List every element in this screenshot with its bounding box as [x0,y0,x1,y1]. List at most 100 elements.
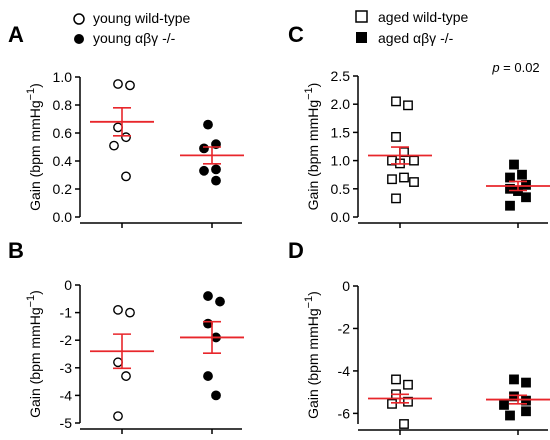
data-point [387,174,397,185]
data-point [499,399,509,410]
data-point [199,143,209,154]
y-axis-label-superscript: −1 [25,88,37,101]
data-point [399,419,409,429]
y-tick-label: 0.2 [53,181,73,197]
group-wild-type [368,374,432,429]
data-point [521,406,531,417]
panel-d: 0 -2 -4 -6 Gain (bpm mmHg−1) [303,278,550,435]
data-point [211,390,221,401]
legend-aged: aged wild-type aged αβγ -/- [355,9,468,46]
data-point [121,371,131,381]
y-axis-label-close: ) [305,291,321,296]
data-point [505,200,515,211]
data-point [125,80,135,91]
group-wild-type [90,304,154,421]
legend-item-aged-wild-type: aged wild-type [355,9,468,25]
panel-label-c: C [288,22,304,47]
data-point [113,411,123,421]
data-point [409,155,419,166]
data-point [121,132,131,143]
data-point [387,398,397,409]
y-tick-label: 0 [64,277,72,293]
data-point [391,96,401,107]
y-tick-label: -3 [60,360,73,376]
data-point [521,179,531,190]
y-tick-label: 0.4 [53,153,73,169]
data-point [391,374,401,385]
group-wild-type [368,96,432,204]
y-axis-label: Gain (bpm mmHg−1) [303,83,321,211]
y-axis-label: Gain (bpm mmHg−1) [25,290,43,418]
y-axis-label: Gain (bpm mmHg−1) [303,291,321,419]
legend-young: young wild-type young αβγ -/- [73,10,190,46]
y-axis-label-close: ) [305,83,321,88]
p-value-symbol: p [491,60,499,75]
y-axis-label-superscript: −1 [303,87,315,100]
data-point [113,357,123,368]
y-axis-label-text: Gain (bpm mmHg [27,100,43,210]
data-point [521,192,531,203]
p-value-annotation: p = 0.02 [491,60,539,75]
y-axis-label-text: Gain (bpm mmHg [305,100,321,210]
y-tick-label: -4 [60,387,73,403]
y-tick-label: 0.8 [53,97,73,113]
y-tick-label: -5 [60,415,73,431]
group-knockout [486,159,550,211]
data-point [403,396,413,407]
data-point [203,291,213,301]
data-point [399,172,409,183]
y-tick-label: -2 [338,320,351,336]
data-point [211,175,221,186]
y-tick-label: -4 [338,363,351,379]
y-tick-label: 1.0 [53,69,73,85]
panel-label-b: B [8,238,24,263]
y-axis-label: Gain (bpm mmHg−1) [25,83,43,211]
y-tick-label: 2.0 [331,96,351,112]
data-point [203,119,213,130]
legend-item-young-knockout: young αβγ -/- [74,30,176,46]
group-knockout [180,119,244,186]
data-point [215,296,225,307]
panel-label-d: D [288,238,304,263]
y-tick-label: 0.6 [53,125,73,141]
data-point [203,371,213,381]
open-circle-marker-icon [73,13,85,25]
y-tick-label: 0.5 [331,181,351,197]
group-wild-type [90,79,154,182]
group-knockout [486,374,550,421]
legend-label-young-knockout: young αβγ -/- [93,30,176,46]
y-axis-label-text: Gain (bpm mmHg [27,307,43,417]
data-point [391,132,401,142]
legend-label-young-wild-type: young wild-type [93,10,190,26]
y-tick-label: 0 [342,278,350,294]
panel-a: 0.0 0.2 0.4 0.6 0.8 1.0 Gain (bpm mmHg−1) [25,69,244,228]
data-point [409,177,419,187]
data-point [521,377,531,388]
data-point [109,140,119,151]
data-point [505,410,515,421]
group-knockout [180,291,244,401]
data-point [199,165,209,176]
open-square-marker-icon [355,10,368,23]
y-tick-label: 0.0 [331,209,351,225]
data-point [509,374,519,385]
data-point [125,307,135,318]
filled-circle-marker-icon [74,34,84,44]
data-point [509,159,519,170]
y-tick-label: -1 [60,305,73,321]
y-tick-label: -6 [338,405,351,421]
data-point [505,172,515,183]
p-value-text: = 0.02 [500,60,540,75]
legend-label-aged-wild-type: aged wild-type [378,9,468,25]
y-tick-label: 2.5 [331,68,351,84]
legend-item-young-wild-type: young wild-type [73,10,190,26]
data-point [113,304,123,315]
panel-c: 0.0 0.5 1.0 1.5 2.0 2.5 Gain (bpm mmHg−1) p = 0… [303,60,550,228]
data-point [403,379,413,390]
y-axis-label-superscript: −1 [25,295,37,308]
y-axis-label-superscript: −1 [303,296,315,309]
legend-label-aged-knockout: aged αβγ -/- [378,30,454,46]
panel-b: 0 -1 -2 -3 -4 -5 Gain (bpm mmHg−1) [25,277,244,434]
